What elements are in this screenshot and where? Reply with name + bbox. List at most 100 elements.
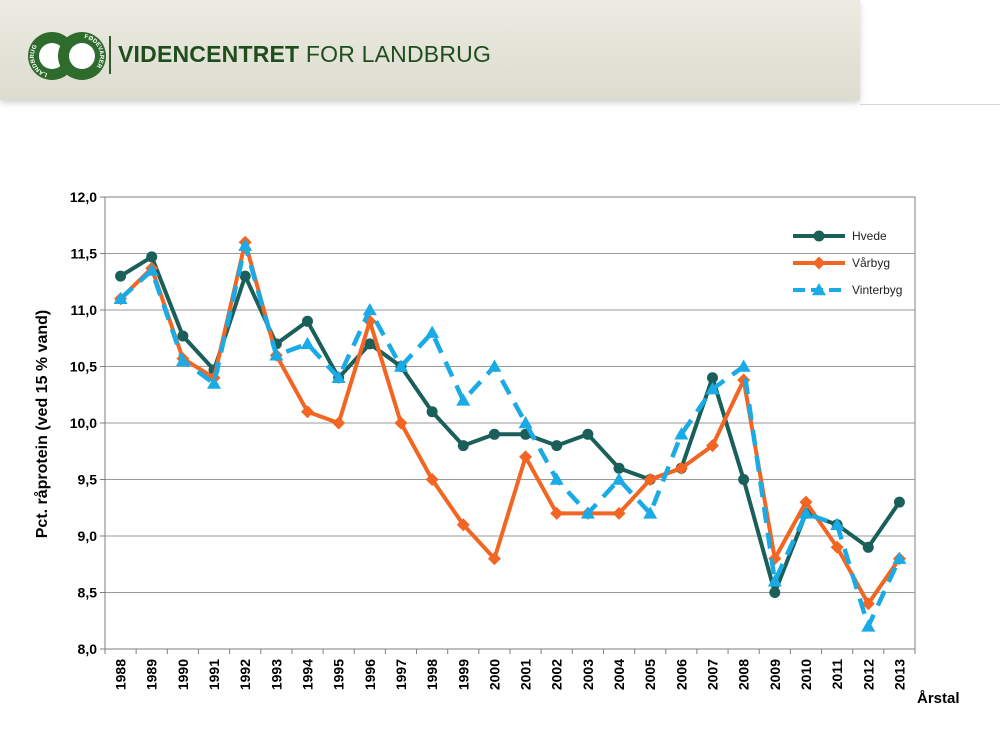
x-tick-label: 2012 xyxy=(860,659,876,690)
data-point xyxy=(736,359,751,372)
series-group xyxy=(113,235,907,632)
data-point xyxy=(893,496,905,508)
legend-label: Vårbyg xyxy=(852,256,890,270)
x-tick-label: 1993 xyxy=(268,659,284,690)
data-point xyxy=(674,427,689,440)
data-point xyxy=(113,291,128,304)
x-tick-label: 2007 xyxy=(705,659,721,690)
x-tick-label: 2008 xyxy=(736,659,752,690)
x-tick-label: 2006 xyxy=(673,659,689,690)
data-point xyxy=(146,251,158,263)
legend: Hvede Vårbyg Vinterbyg xyxy=(793,229,902,297)
data-point xyxy=(830,517,845,530)
y-tick-label: 10,0 xyxy=(70,415,97,431)
x-tick-label: 1990 xyxy=(175,659,191,690)
x-tick-label: 1991 xyxy=(206,659,222,690)
grid-lines xyxy=(105,253,915,593)
data-point xyxy=(612,506,626,520)
series-hvede xyxy=(115,251,905,598)
legend-entry: Vårbyg xyxy=(793,256,890,270)
data-point xyxy=(300,336,315,350)
x-tick-label: 2005 xyxy=(642,659,658,690)
series-line xyxy=(119,254,902,595)
data-point xyxy=(812,256,826,270)
x-tick-label: 1995 xyxy=(331,659,347,690)
x-tick-label: 2010 xyxy=(798,659,814,690)
data-point xyxy=(518,416,533,429)
data-point xyxy=(706,439,719,453)
y-tick-label: 11,5 xyxy=(71,246,98,262)
data-point xyxy=(394,416,408,430)
x-tick-label: 2003 xyxy=(580,659,596,690)
y-tick-label: 8,5 xyxy=(78,585,98,601)
x-tick-label: 2001 xyxy=(518,659,534,690)
x-axis-label: Årstal xyxy=(917,690,960,707)
brand-name-rest: FOR LANDBRUG xyxy=(299,41,492,67)
data-point xyxy=(331,370,346,384)
data-point xyxy=(488,428,500,440)
x-tick-label: 1998 xyxy=(424,659,440,690)
data-point xyxy=(487,359,502,372)
data-point xyxy=(456,518,470,532)
legend-entry: Vinterbyg xyxy=(793,283,902,297)
data-point xyxy=(177,330,189,342)
brand-name: VIDENCENTRET FOR LANDBRUG xyxy=(118,41,491,68)
header-banner xyxy=(0,0,860,100)
x-tick-label: 2009 xyxy=(767,659,783,690)
legend-label: Vinterbyg xyxy=(852,283,902,297)
series-line xyxy=(119,243,902,629)
x-tick-label: 1988 xyxy=(113,659,129,690)
data-point xyxy=(769,587,781,598)
data-point xyxy=(813,230,825,242)
data-point xyxy=(613,462,625,474)
data-point xyxy=(643,473,657,486)
data-point xyxy=(705,382,720,395)
data-point xyxy=(892,551,907,564)
data-point xyxy=(425,473,439,486)
series-vårbyg xyxy=(114,235,906,611)
data-point xyxy=(362,303,377,316)
series-line xyxy=(119,240,902,606)
data-point xyxy=(798,506,813,519)
brand-separator xyxy=(109,36,111,74)
data-point xyxy=(582,428,594,440)
data-point xyxy=(457,440,469,452)
data-point xyxy=(269,348,284,361)
data-point xyxy=(332,416,346,430)
x-tick-label: 1997 xyxy=(393,659,409,690)
data-point xyxy=(426,406,438,418)
x-tick-label: 1994 xyxy=(300,659,316,690)
y-tick-label: 11,0 xyxy=(71,302,98,318)
y-tick-labels: 8,0 8,5 9,0 9,5 10,0 10,5 11,0 11,5 12,0 xyxy=(70,189,105,657)
x-tick-label: 1999 xyxy=(455,659,471,690)
data-point xyxy=(674,461,688,475)
data-point xyxy=(612,472,627,485)
x-tick-labels: 1988 1989 1990 1991 1992 1993 1994 1995 1996 1997… xyxy=(104,649,916,690)
header-rule xyxy=(860,104,1000,105)
data-point xyxy=(207,376,222,389)
data-point xyxy=(812,283,826,296)
brand-logo-icon: LANDBRUG FØDEVARER xyxy=(28,32,106,80)
data-point xyxy=(580,506,595,519)
data-point xyxy=(549,472,564,485)
y-tick-label: 10,5 xyxy=(70,359,97,375)
data-point xyxy=(550,506,564,520)
x-tick-label: 2002 xyxy=(549,659,565,690)
data-point xyxy=(861,619,876,632)
x-tick-label: 1992 xyxy=(237,659,253,690)
data-point xyxy=(364,338,376,350)
data-point xyxy=(862,541,874,553)
data-point xyxy=(238,238,253,251)
slide-header: LANDBRUG FØDEVARER VIDENCENTRET FOR LAND… xyxy=(0,0,1000,106)
x-tick-label: 2013 xyxy=(891,659,907,690)
y-tick-label: 9,5 xyxy=(78,472,98,488)
y-tick-label: 8,0 xyxy=(78,641,98,657)
x-tick-label: 2000 xyxy=(486,659,502,690)
data-point xyxy=(175,353,190,367)
data-point xyxy=(551,440,563,452)
data-point xyxy=(861,597,875,611)
data-point xyxy=(643,506,658,519)
data-point xyxy=(425,325,440,338)
x-tick-label: 2004 xyxy=(611,659,627,690)
